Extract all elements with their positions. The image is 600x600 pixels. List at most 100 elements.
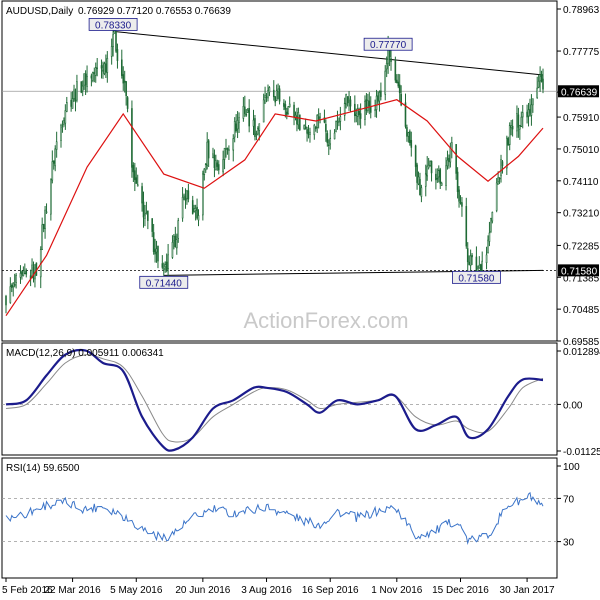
candle-body <box>278 88 281 102</box>
candle-body <box>419 178 421 196</box>
candle-body <box>235 123 237 132</box>
candle-body <box>520 116 523 127</box>
candle-body <box>440 182 443 186</box>
candle-body <box>55 141 58 150</box>
candle-body <box>343 102 346 116</box>
candle-body <box>354 103 356 116</box>
candle-body <box>326 133 329 144</box>
candle-body <box>437 169 440 178</box>
candle-body <box>173 235 175 242</box>
candle-body <box>196 206 198 219</box>
candle-body <box>255 133 258 135</box>
candle-body <box>213 154 216 168</box>
candle-body <box>299 114 301 130</box>
candle-body <box>338 121 340 123</box>
macd-panel-frame <box>1 342 558 456</box>
candle-body <box>155 248 158 253</box>
candle-body <box>92 72 94 81</box>
candle-body <box>406 127 408 137</box>
candle-body <box>54 148 57 167</box>
candle-body <box>487 239 489 253</box>
candle-body <box>319 116 321 120</box>
candle-body <box>303 125 305 129</box>
candle-body <box>105 63 107 73</box>
candle-body <box>542 78 544 90</box>
candle-body <box>327 144 330 147</box>
candle-body <box>223 148 226 160</box>
candle-body <box>377 95 379 102</box>
candle-body <box>508 125 511 146</box>
candle-body <box>32 266 35 279</box>
candle-body <box>529 108 531 114</box>
candle-body <box>86 76 88 87</box>
candle-body <box>375 95 378 110</box>
candle-body <box>144 214 146 219</box>
candle-body <box>378 92 381 102</box>
header-ohlc: 0.76929 0.77120 0.76553 0.76639 <box>78 6 231 17</box>
candle-body <box>61 126 64 128</box>
candle-body <box>449 147 452 163</box>
price-y-tick-label: 0.74110 <box>563 177 599 188</box>
candle-body <box>394 60 397 81</box>
candle-body <box>329 137 332 145</box>
candle-body <box>106 58 109 73</box>
price-y-tick-label: 0.77775 <box>563 47 600 58</box>
candle-body <box>157 245 159 262</box>
candle-body <box>63 120 65 125</box>
candle-body <box>110 46 113 57</box>
candle-body <box>275 90 278 101</box>
candle-body <box>112 34 114 47</box>
candle-body <box>485 254 488 264</box>
candle-body <box>141 186 143 204</box>
candle-body <box>404 102 407 127</box>
candle-body <box>44 209 46 230</box>
candle-body <box>506 137 508 169</box>
candle-body <box>286 111 288 115</box>
moving-average-line <box>5 99 544 317</box>
candle-body <box>384 70 387 95</box>
candle-body <box>152 232 155 253</box>
candle-body <box>93 72 96 74</box>
candle-body <box>346 96 349 104</box>
candle-body <box>175 239 178 249</box>
candle-body <box>142 201 145 218</box>
candle-body <box>284 104 287 110</box>
price-y-tick-label: 0.75010 <box>563 145 600 156</box>
rsi-y-tick-label: 70 <box>563 494 575 505</box>
candle-body <box>115 31 117 52</box>
candle-body <box>242 106 245 119</box>
candle-body <box>183 194 185 197</box>
candle-body <box>390 58 392 62</box>
candle-body <box>41 224 43 250</box>
candle-body <box>475 256 478 274</box>
candle-body <box>458 189 460 202</box>
candle-body <box>123 80 126 83</box>
candle-body <box>511 125 514 130</box>
support-price-label-text: 0.71580 <box>561 266 598 277</box>
candle-body <box>369 106 372 113</box>
annotation-text: 0.78330 <box>95 20 132 31</box>
candle-body <box>498 177 501 180</box>
macd-title: MACD(12,26,9) 0.005911 0.006341 <box>6 348 164 359</box>
candle-body <box>248 107 250 127</box>
candle-body <box>495 182 498 211</box>
candle-body <box>21 271 23 275</box>
rsi-panel: 100 70 30 RSI(14) 59.6500 <box>1 457 580 579</box>
candle-body <box>317 116 320 121</box>
candle-body <box>325 123 327 132</box>
candle-body <box>71 98 74 109</box>
candle-body <box>187 190 190 200</box>
candle-body <box>364 100 366 120</box>
candle-body <box>216 162 219 167</box>
rsi-y-tick-label: 30 <box>563 538 575 549</box>
candle-body <box>13 284 16 286</box>
candle-body <box>380 90 382 97</box>
candle-body <box>517 114 520 128</box>
candle-body <box>365 99 368 111</box>
candle-body <box>507 138 510 146</box>
candle-body <box>81 85 84 92</box>
candle-body <box>367 100 369 111</box>
candle-body <box>288 103 291 107</box>
candle-body <box>90 75 93 79</box>
